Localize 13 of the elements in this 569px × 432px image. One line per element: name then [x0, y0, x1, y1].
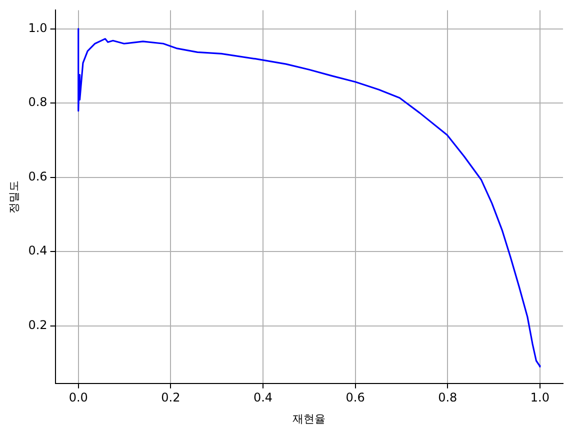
y-tick-label: 1.0: [28, 20, 48, 35]
y-tick-label: 0.2: [28, 318, 48, 332]
x-tick-label: 0.0: [68, 390, 88, 405]
y-axis-title: 정밀도: [7, 180, 20, 214]
y-tick-label: 0.4: [28, 244, 48, 258]
y-tick-label: 0.8: [28, 95, 48, 110]
x-tick-label: 0.2: [161, 390, 180, 405]
y-tick-label: 0.6: [28, 169, 48, 184]
x-tick-label: 0.6: [346, 390, 365, 405]
x-tick-label: 1.0: [530, 390, 550, 405]
x-tick-label: 0.8: [438, 390, 458, 405]
x-axis-title: 재현율: [292, 412, 326, 426]
x-tick-label: 0.4: [253, 390, 273, 405]
